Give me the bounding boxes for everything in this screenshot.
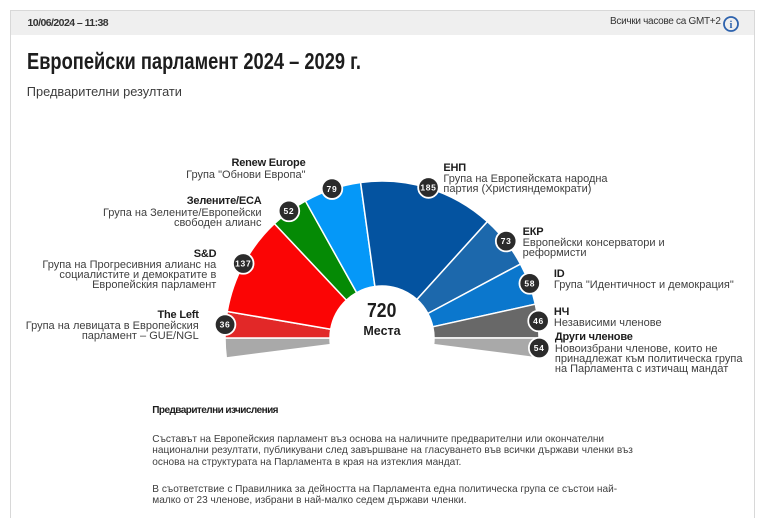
svg-text:36: 36 xyxy=(220,320,231,330)
svg-text:52: 52 xyxy=(284,206,295,216)
svg-text:58: 58 xyxy=(524,279,535,289)
svg-text:54: 54 xyxy=(534,343,545,353)
svg-text:137: 137 xyxy=(235,259,251,269)
svg-text:185: 185 xyxy=(420,183,436,193)
svg-text:i: i xyxy=(730,20,733,31)
svg-text:46: 46 xyxy=(533,316,544,326)
svg-text:79: 79 xyxy=(327,184,338,194)
svg-text:73: 73 xyxy=(501,236,512,246)
